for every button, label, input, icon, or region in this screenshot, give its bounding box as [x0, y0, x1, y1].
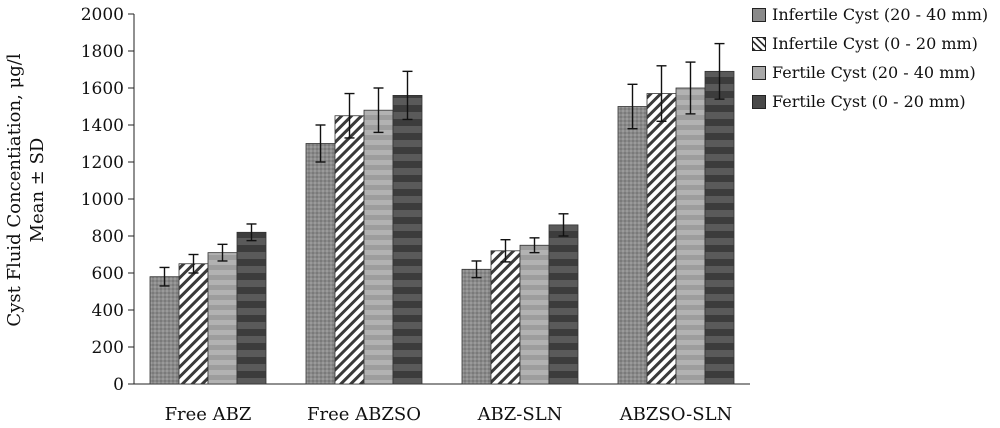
bar [178, 263, 209, 385]
bar [519, 244, 550, 385]
legend-swatch [752, 36, 766, 51]
legend-swatch [752, 7, 766, 22]
bar [305, 143, 336, 385]
y-tick-label: 200 [92, 338, 124, 358]
bar [149, 276, 180, 385]
y-tick-label: 600 [92, 264, 124, 284]
bars-group [149, 70, 735, 385]
x-tick-label: ABZSO-SLN [619, 404, 733, 425]
legend-label: Infertile Cyst (0 - 20 mm) [772, 34, 978, 53]
legend-item: Infertile Cyst (0 - 20 mm) [752, 29, 1000, 58]
bar [461, 268, 492, 385]
y-tick-label: 0 [113, 375, 124, 395]
y-axis-title: Cyst Fluid Concentiation, μg/l Mean ± SD [4, 53, 48, 326]
bar [207, 252, 238, 385]
y-tick-label: 400 [92, 301, 124, 321]
bar [334, 115, 365, 385]
bar [548, 224, 579, 385]
legend-swatch [752, 65, 766, 80]
legend: Infertile Cyst (20 - 40 mm) Infertile Cys… [752, 0, 1000, 116]
y-tick-label: 1000 [81, 190, 124, 210]
bar [392, 95, 423, 385]
bar [704, 70, 735, 385]
x-tick-label: ABZ-SLN [477, 404, 563, 425]
error-bars-group [159, 42, 725, 287]
y-tick-label: 2000 [81, 5, 124, 25]
y-axis-title-line2: Mean ± SD [27, 138, 48, 243]
bar [617, 106, 648, 385]
y-axis-ticks: 0 200 400 600 800 1000 1200 1400 1600 1800 2000 [81, 5, 134, 395]
y-tick-label: 1800 [81, 42, 124, 62]
x-tick-label: Free ABZSO [307, 404, 421, 425]
y-axis-title-line1: Cyst Fluid Concentiation, μg/l [4, 53, 25, 326]
legend-swatch [752, 94, 766, 109]
bar [236, 231, 267, 385]
y-tick-label: 800 [92, 227, 124, 247]
legend-label: Fertile Cyst (20 - 40 mm) [772, 63, 976, 82]
legend-item: Infertile Cyst (20 - 40 mm) [752, 0, 1000, 29]
bar [490, 250, 521, 385]
bar [646, 93, 677, 385]
bar [363, 109, 394, 385]
y-tick-label: 1600 [81, 79, 124, 99]
y-tick-label: 1200 [81, 153, 124, 173]
bar [675, 87, 706, 385]
legend-label: Infertile Cyst (20 - 40 mm) [772, 5, 989, 24]
y-tick-label: 1400 [81, 116, 124, 136]
legend-label: Fertile Cyst (0 - 20 mm) [772, 92, 966, 111]
x-axis-labels: Free ABZ Free ABZSO ABZ-SLN ABZSO-SLN [165, 404, 733, 425]
legend-item: Fertile Cyst (20 - 40 mm) [752, 58, 1000, 87]
legend-item: Fertile Cyst (0 - 20 mm) [752, 87, 1000, 116]
x-tick-label: Free ABZ [165, 404, 252, 425]
